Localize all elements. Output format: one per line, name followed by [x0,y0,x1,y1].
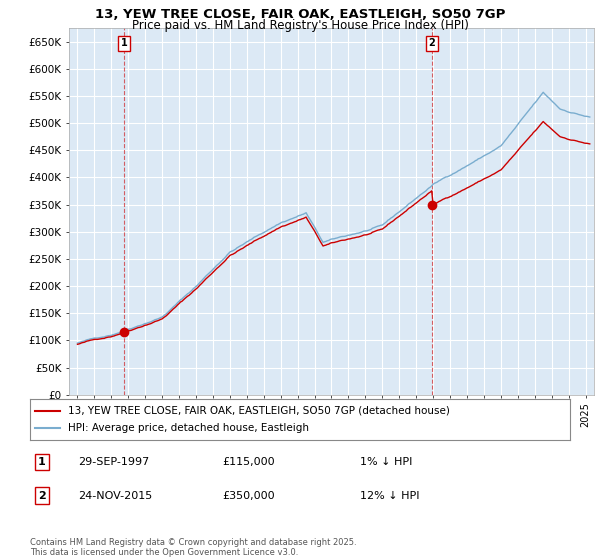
Text: HPI: Average price, detached house, Eastleigh: HPI: Average price, detached house, East… [68,423,309,433]
Text: 1: 1 [121,39,127,48]
Text: 24-NOV-2015: 24-NOV-2015 [78,491,152,501]
Text: 29-SEP-1997: 29-SEP-1997 [78,457,149,467]
Text: 1% ↓ HPI: 1% ↓ HPI [360,457,412,467]
Text: Price paid vs. HM Land Registry's House Price Index (HPI): Price paid vs. HM Land Registry's House … [131,19,469,32]
Text: Contains HM Land Registry data © Crown copyright and database right 2025.
This d: Contains HM Land Registry data © Crown c… [30,538,356,557]
Text: 12% ↓ HPI: 12% ↓ HPI [360,491,419,501]
Text: 13, YEW TREE CLOSE, FAIR OAK, EASTLEIGH, SO50 7GP (detached house): 13, YEW TREE CLOSE, FAIR OAK, EASTLEIGH,… [68,405,449,416]
Text: 1: 1 [38,457,46,467]
Text: £350,000: £350,000 [222,491,275,501]
Text: 13, YEW TREE CLOSE, FAIR OAK, EASTLEIGH, SO50 7GP: 13, YEW TREE CLOSE, FAIR OAK, EASTLEIGH,… [95,8,505,21]
Text: £115,000: £115,000 [222,457,275,467]
Text: 2: 2 [428,39,435,48]
Text: 2: 2 [38,491,46,501]
